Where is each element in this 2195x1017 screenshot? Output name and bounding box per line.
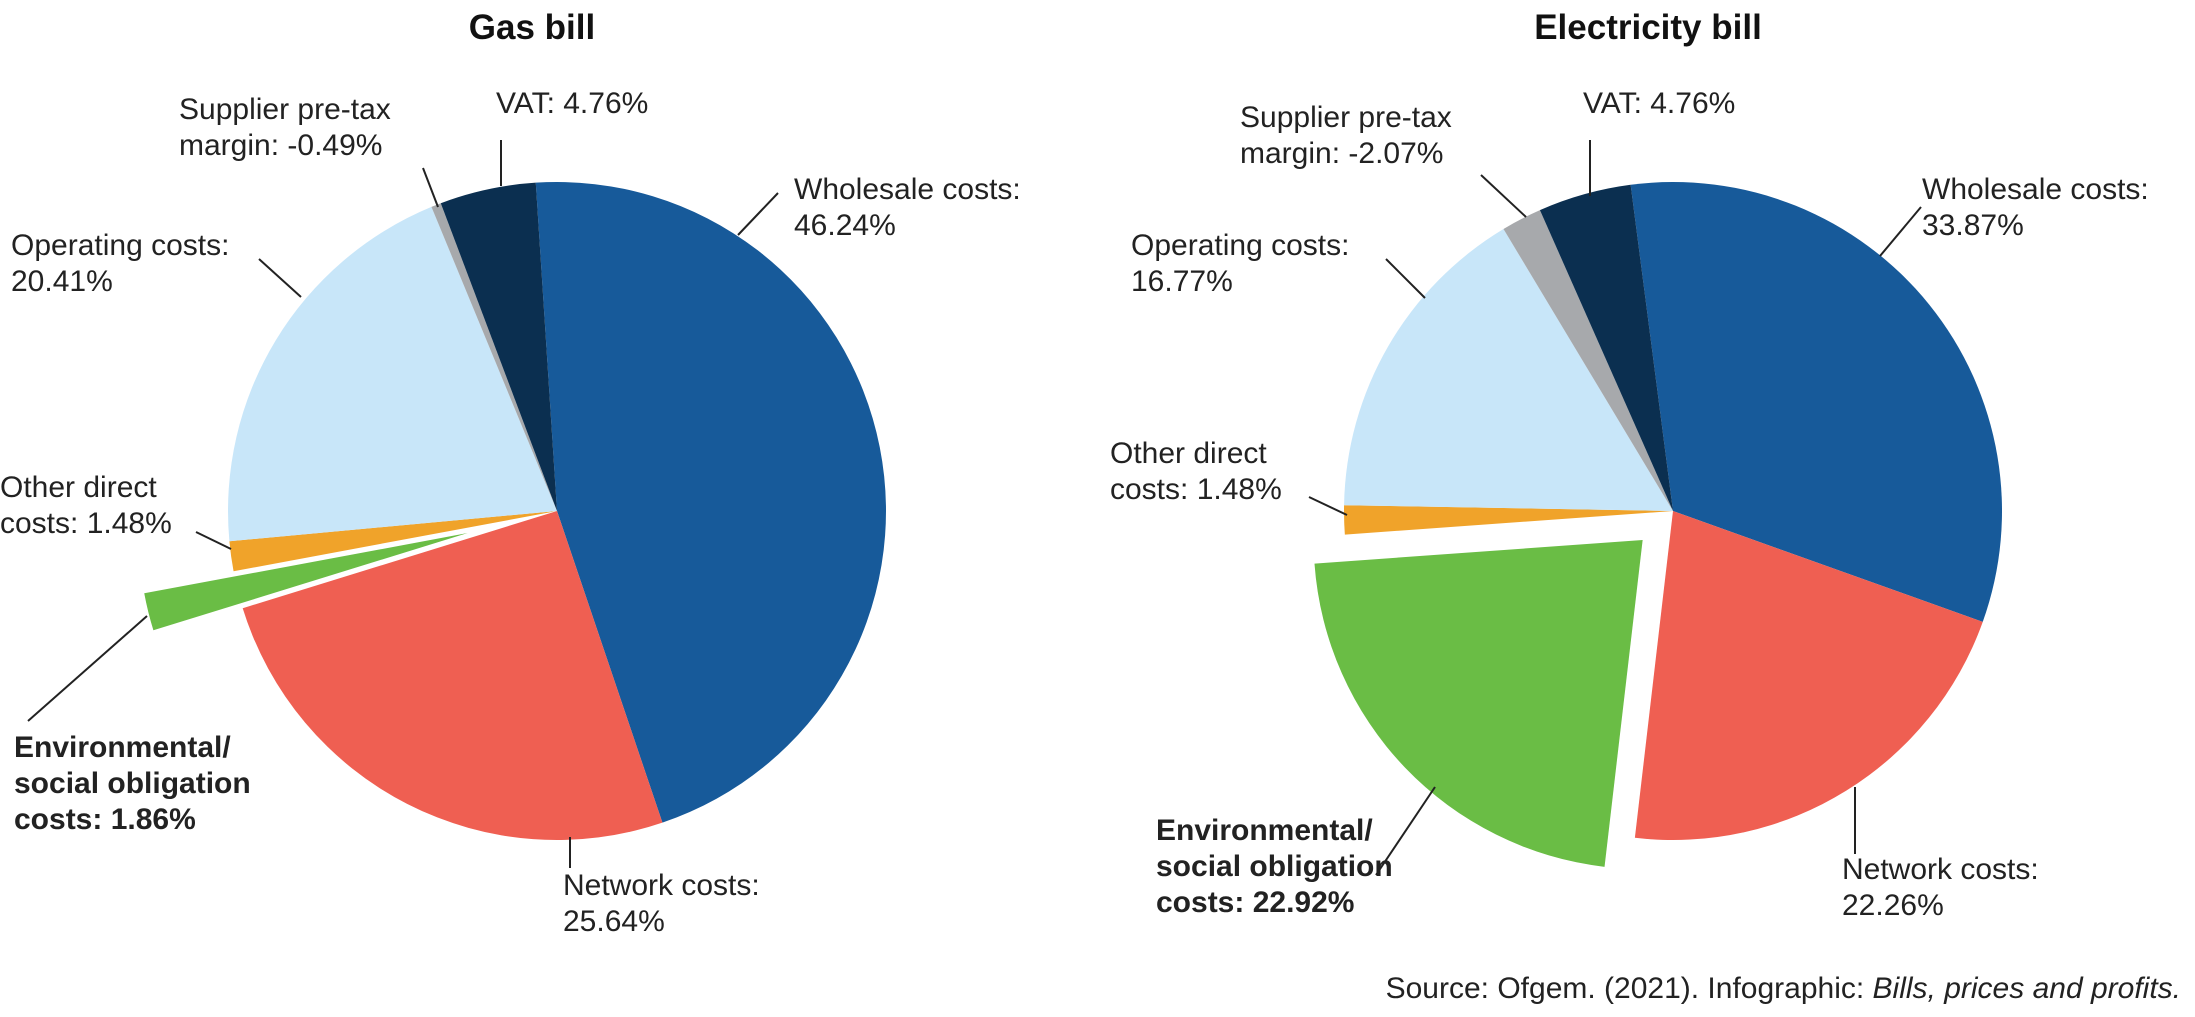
pie-slice [1630,181,2002,622]
chart-title: Gas bill [468,8,596,47]
category-label: Supplier pre-tax margin: [1240,101,1452,170]
slice-label: Environmental/ social obligation costs: … [14,730,294,838]
value-label: 25.64% [563,905,665,938]
category-label: VAT: [1583,87,1642,120]
source-text: Source: Ofgem. (2021). Infographic: [1385,972,1865,1005]
value-label: 4.76% [1650,87,1736,120]
slice-label: Network costs: 22.26% [1842,852,2102,924]
pie-slice [431,203,557,512]
slice-label: Other direct costs: 1.48% [0,470,200,542]
category-label: Supplier pre-tax margin: [179,93,391,162]
category-label: Network costs: [1842,853,2039,886]
pie-slice [144,533,468,631]
value-label: -2.07% [1348,137,1444,170]
leader-line [1375,786,1436,876]
value-label: 22.26% [1842,889,1944,922]
slice-label: Operating costs: 20.41% [11,228,271,300]
leader-line [1308,496,1348,516]
slice-label: Operating costs: 16.77% [1131,228,1391,300]
leader-line [1879,206,1922,257]
slice-label: Supplier pre-tax margin: -0.49% [179,92,449,164]
slice-label: Environmental/ social obligation costs: … [1156,813,1436,921]
pie-slice [1314,540,1643,867]
source-title: Bills, prices and profits. [1872,972,2181,1005]
leader-line [737,192,779,236]
pie-slice [1503,210,1673,511]
category-label: Wholesale costs: [1922,173,2149,206]
slice-label: VAT: 4.76% [496,86,796,122]
category-label: Network costs: [563,869,760,902]
value-label: 46.24% [794,209,896,242]
pie-slice [440,182,557,511]
slice-label: Wholesale costs: 46.24% [794,172,1054,244]
value-label: 1.48% [86,507,172,540]
category-label: Operating costs: [1131,229,1350,262]
pie-slice [242,511,663,840]
category-label: Other direct costs: [1110,437,1267,506]
value-label: 22.92% [1252,886,1355,919]
leader-line [195,531,232,550]
leader-line [422,167,439,208]
pie-slice [1634,511,1983,840]
value-label: 20.41% [11,265,113,298]
value-label: 33.87% [1922,209,2024,242]
pie-slice [228,206,557,542]
leader-line [1480,174,1527,218]
value-label: 4.76% [563,87,649,120]
pie-slice [535,182,886,823]
leader-line [1385,258,1426,299]
category-label: Environmental/ social obligation costs: [1156,814,1393,919]
value-label: -0.49% [287,129,383,162]
slice-label: Other direct costs: 1.48% [1110,436,1310,508]
pie-slice [229,511,557,572]
source-note: Source: Ofgem. (2021). Infographic: Bill… [1386,972,2181,1006]
slice-label: Network costs: 25.64% [563,868,823,940]
pie-slice [1344,505,1673,535]
pie-slice [1539,184,1673,512]
chart-title: Electricity bill [1534,8,1762,47]
category-label: Other direct costs: [0,471,157,540]
category-label: VAT: [496,87,555,120]
category-label: Operating costs: [11,229,230,262]
value-label: 1.86% [110,803,196,836]
leader-line [27,615,148,722]
slice-label: Supplier pre-tax margin: -2.07% [1240,100,1510,172]
slice-label: Wholesale costs: 33.87% [1922,172,2182,244]
pie-slice [1344,229,1673,512]
category-label: Environmental/ social obligation costs: [14,731,251,836]
category-label: Wholesale costs: [794,173,1021,206]
value-label: 16.77% [1131,265,1233,298]
leader-line [258,258,302,298]
value-label: 1.48% [1196,473,1282,506]
slice-label: VAT: 4.76% [1583,86,1883,122]
